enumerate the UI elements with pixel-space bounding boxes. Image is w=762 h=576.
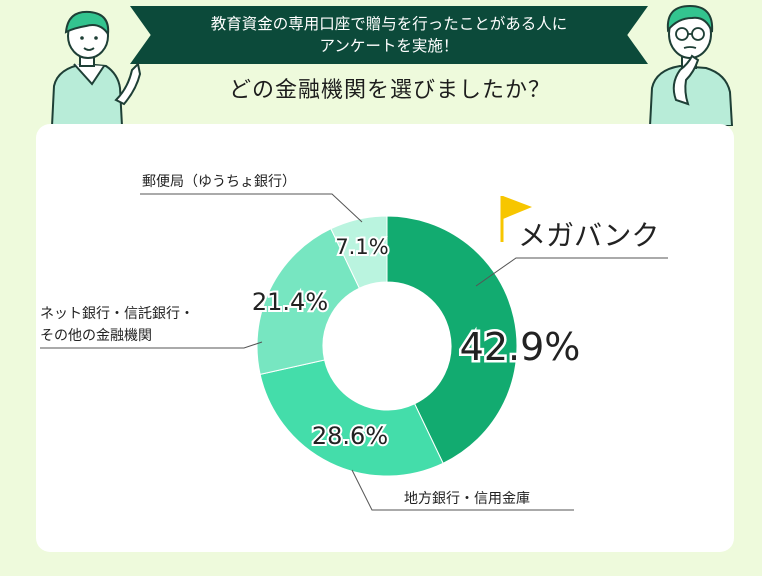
slice-regional [259,359,444,477]
label-online-line-2: その他の金融機関 [40,328,152,344]
slice-online [256,228,361,375]
slice-postal [330,215,388,289]
value-label-regional: 28.6% [312,422,388,450]
survey-question: どの金融機関を選びましたか？ [228,78,551,103]
person-right-illustration [648,4,734,126]
flag-icon [500,196,532,242]
label-online-line-1: ネット銀行・信託銀行・ [40,306,194,322]
banner-line-2: アンケートを実施！ [319,37,459,55]
leader-line-online [40,341,263,349]
leader-line-postal [140,193,363,223]
person-left-illustration [50,10,142,126]
value-label-megabank: 42.9% [460,325,581,369]
label-postal: 郵便局（ゆうちょ銀行） [142,174,296,190]
leader-line-regional [351,469,574,511]
banner-line-1: 教育資金の専用口座で贈与を行ったことがある人に [210,15,568,33]
chart-card [36,124,734,552]
value-label-online: 21.4% [252,288,328,316]
leader-line-megabank [475,257,668,287]
slice-megabank [386,215,518,464]
label-megabank: メガバンク [518,219,659,252]
value-label-postal: 7.1% [335,235,388,259]
label-regional: 地方銀行・信用金庫 [404,490,530,507]
header-banner: 教育資金の専用口座で贈与を行ったことがある人に アンケートを実施！ [130,6,648,64]
